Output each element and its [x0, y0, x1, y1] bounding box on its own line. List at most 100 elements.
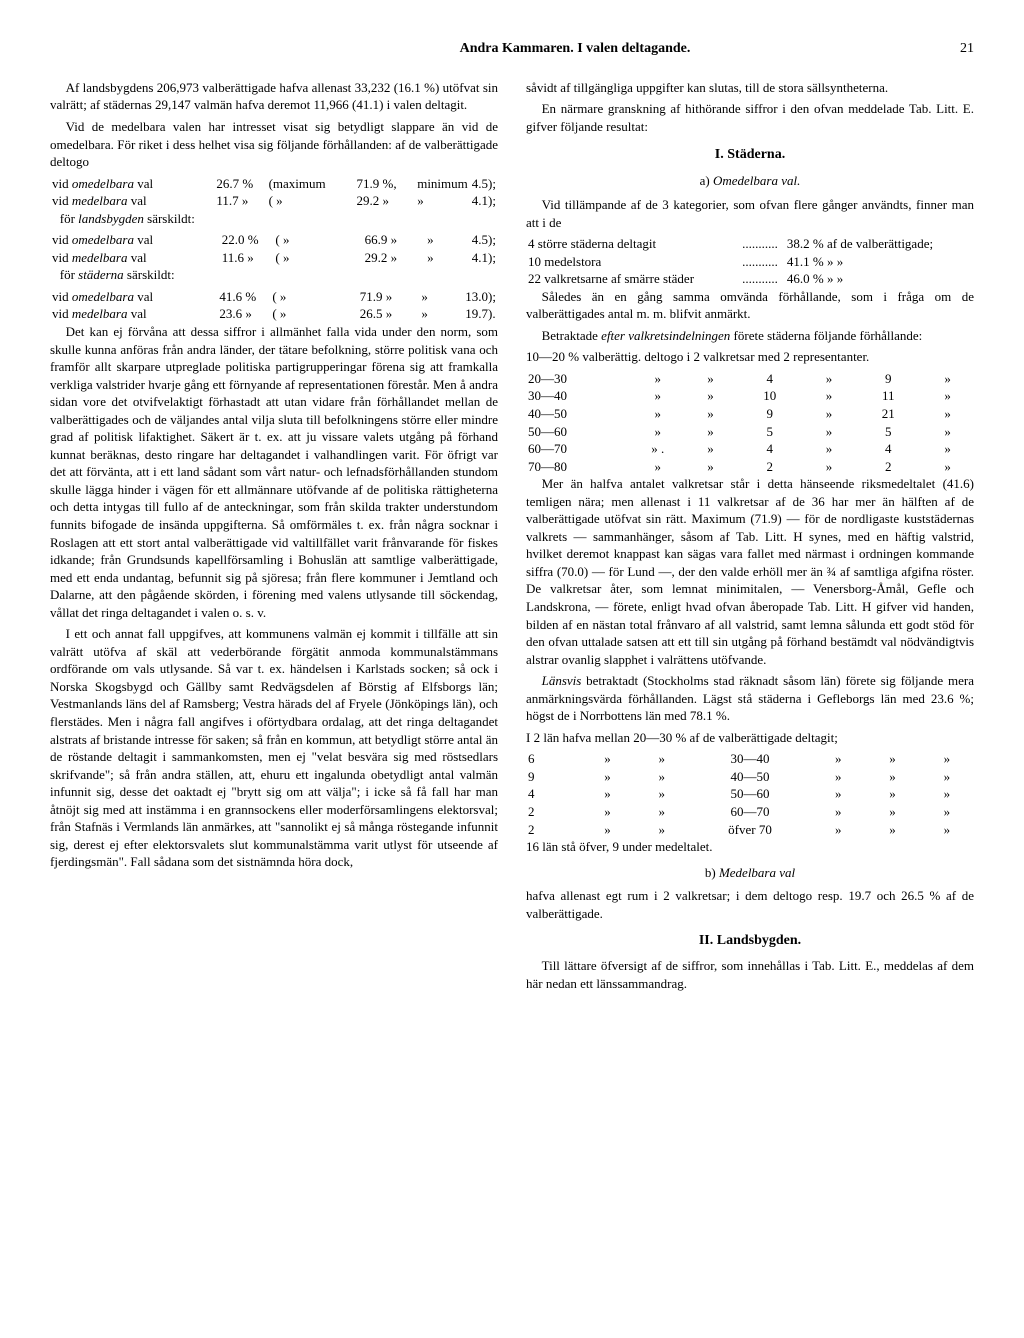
table-cell: » [921, 423, 974, 441]
table-cell: 11.6 » [220, 249, 274, 267]
subhead: för städerna särskildt: [50, 266, 498, 284]
table-cell: 9 [526, 768, 580, 786]
table-cell: » [865, 785, 919, 803]
table-cell: ( » [270, 305, 357, 323]
table-cell: » [684, 387, 737, 405]
table-cell: » [921, 440, 974, 458]
table-cell: » [865, 803, 919, 821]
table-cell: » [811, 768, 865, 786]
subsection-heading: a) Omedelbara val. [526, 172, 974, 190]
table-cell: 41.1 % » » [785, 253, 974, 271]
table-cell: » [921, 387, 974, 405]
table-cell: » [425, 231, 470, 249]
table-cell: ( » [270, 288, 357, 306]
table-cell: » [920, 768, 974, 786]
table-cell: » [865, 750, 919, 768]
table-cell: » [580, 803, 634, 821]
table-cell: 50—60 [526, 423, 631, 441]
table-cell: 4 [526, 785, 580, 803]
table-cell: 5 [737, 423, 803, 441]
table-cell: minimum [415, 175, 470, 193]
table-cell: » [803, 440, 856, 458]
para: Således än en gång samma omvända förhåll… [526, 288, 974, 323]
para: En närmare granskning af hithörande siff… [526, 100, 974, 135]
table-cell: vid omedelbara val [50, 288, 217, 306]
table-cell: » [921, 458, 974, 476]
table-cell: » [580, 785, 634, 803]
table-cell: » [684, 370, 737, 388]
table-cell: » [631, 370, 684, 388]
table-cell: » [580, 768, 634, 786]
para: Till lättare öfversigt af de siffror, so… [526, 957, 974, 992]
table-cell: 21 [855, 405, 921, 423]
table-cell: vid medelbara val [50, 249, 220, 267]
page-header: Andra Kammaren. I valen deltagande. 21 [50, 40, 974, 59]
table-cell: » [635, 785, 689, 803]
table-cell: » [803, 458, 856, 476]
para: Vid tillämpande af de 3 kategorier, som … [526, 196, 974, 231]
table-cell: ........... [740, 253, 785, 271]
table-cell: » [811, 803, 865, 821]
table-cell: » [635, 821, 689, 839]
range-header: 10—20 % valberättig. deltogo i 2 valkret… [526, 348, 974, 366]
table-cell: 60—70 [689, 803, 811, 821]
table-cell: 19.7). [463, 305, 498, 323]
table-cell: » [684, 440, 737, 458]
table-cell: » [684, 405, 737, 423]
table-cell: » [811, 785, 865, 803]
table-cell: » [803, 405, 856, 423]
table-cell: 10 medelstora [526, 253, 740, 271]
right-column: såvidt af tillgängliga uppgifter kan slu… [526, 79, 974, 996]
table-cell: 22.0 % [220, 231, 274, 249]
table-cell: 4.1); [470, 192, 498, 210]
table-cell: 10 [737, 387, 803, 405]
para: Af landsbygdens 206,973 valberättigade h… [50, 79, 498, 114]
table-cell: » [920, 785, 974, 803]
table-cell: » [635, 750, 689, 768]
para: I ett och annat fall uppgifves, att komm… [50, 625, 498, 871]
table-cell: » [684, 458, 737, 476]
table-cell: 9 [737, 405, 803, 423]
table-cell: 4.5); [470, 231, 498, 249]
para: Mer än halfva antalet valkretsar står i … [526, 475, 974, 668]
table-cell: 4 [855, 440, 921, 458]
table-cell: 29.2 » [363, 249, 426, 267]
table-cell: 30—40 [689, 750, 811, 768]
table-cell: 71.9 » [358, 288, 420, 306]
table-cell: vid omedelbara val [50, 175, 214, 193]
table-cell: ........... [740, 270, 785, 288]
table-cell: » [419, 305, 463, 323]
table-cell: » [920, 803, 974, 821]
table-cell: » [811, 750, 865, 768]
para: Det kan ej förvåna att dessa siffror i a… [50, 323, 498, 621]
section-heading: II. Landsbygden. [526, 932, 974, 951]
table-cell: » [865, 821, 919, 839]
table-cell: » [684, 423, 737, 441]
table-cell: » [803, 370, 856, 388]
table-cell: » [865, 768, 919, 786]
table-cell: » [415, 192, 470, 210]
table-cell: 2 [526, 803, 580, 821]
table-cell: 4 [737, 440, 803, 458]
table-cell: » [803, 423, 856, 441]
table-cell: » [635, 803, 689, 821]
table-cell: » [419, 288, 463, 306]
table-cell: 46.0 % » » [785, 270, 974, 288]
table-cell: 2 [855, 458, 921, 476]
table-cell: 23.6 » [217, 305, 270, 323]
table-cell: 11.7 » [214, 192, 266, 210]
table-cell: ( » [273, 249, 362, 267]
table-cell: 66.9 » [363, 231, 426, 249]
table-cell: » [920, 750, 974, 768]
table-cell: » [921, 370, 974, 388]
city-table: 4 större städerna deltagit ........... 3… [526, 235, 974, 288]
para: såvidt af tillgängliga uppgifter kan slu… [526, 79, 974, 97]
table-cell: 71.9 %, [355, 175, 416, 193]
table-cell: 20—30 [526, 370, 631, 388]
table-cell: 5 [855, 423, 921, 441]
table-cell: 26.7 % [214, 175, 266, 193]
table-cell: 11 [855, 387, 921, 405]
table-cell: 40—50 [526, 405, 631, 423]
table-cell: ........... [740, 235, 785, 253]
table-cell: 26.5 » [358, 305, 420, 323]
